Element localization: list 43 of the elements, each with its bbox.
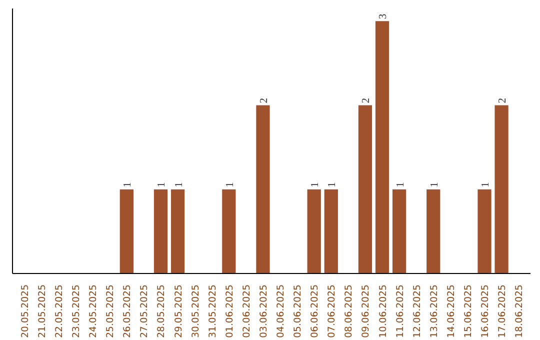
- x-tick-label: 10.06.2025: [378, 284, 389, 338]
- data-label: 1: [156, 182, 168, 188]
- x-tick-label: 30.05.2025: [190, 284, 202, 338]
- x-tick-label: 27.05.2025: [139, 284, 150, 338]
- data-label: 1: [174, 182, 185, 188]
- x-tick-label: 13.06.2025: [428, 284, 440, 338]
- x-tick-label: 26.05.2025: [122, 284, 134, 338]
- x-tick-label: 07.06.2025: [326, 284, 338, 338]
- data-label: 3: [378, 14, 390, 20]
- x-tick-label: 08.06.2025: [344, 284, 355, 338]
- data-label: 1: [395, 182, 406, 188]
- x-tick-label: 28.05.2025: [156, 284, 168, 338]
- data-label: 2: [361, 98, 372, 104]
- data-label: 1: [480, 182, 492, 188]
- x-tick-label: 09.06.2025: [360, 284, 372, 338]
- data-label: 2: [498, 98, 509, 104]
- x-tick-label: 05.06.2025: [292, 284, 304, 338]
- x-tick-label: 04.06.2025: [276, 284, 287, 338]
- x-tick-label: 24.05.2025: [88, 284, 100, 338]
- x-tick-label: 14.06.2025: [446, 284, 457, 338]
- x-tick-label: 17.06.2025: [497, 284, 508, 338]
- x-tick-label: 20.05.2025: [20, 284, 31, 338]
- x-tick-label: 23.05.2025: [71, 284, 82, 338]
- x-tick-label: 12.06.2025: [412, 284, 423, 338]
- x-tick-label: 01.06.2025: [224, 284, 236, 338]
- data-label: 1: [429, 182, 440, 188]
- x-tick-label: 25.05.2025: [105, 284, 116, 338]
- data-label: 2: [258, 98, 270, 104]
- x-tick-label: 02.06.2025: [241, 284, 252, 338]
- x-tick-label: 22.05.2025: [54, 284, 66, 338]
- x-tick-label: 18.06.2025: [514, 284, 526, 338]
- x-tick-label: 11.06.2025: [394, 284, 406, 338]
- data-label: 1: [327, 182, 338, 188]
- data-label: 1: [122, 182, 134, 188]
- x-tick-label: 29.05.2025: [173, 284, 184, 338]
- x-tick-label: 31.05.2025: [207, 284, 218, 338]
- x-tick-label: 03.06.2025: [258, 284, 270, 338]
- data-label: 1: [310, 182, 322, 188]
- x-tick-label: 06.06.2025: [310, 284, 321, 338]
- data-label: 1: [224, 182, 236, 188]
- x-tick-label: 21.05.2025: [36, 284, 48, 338]
- x-tick-label: 15.06.2025: [462, 284, 474, 338]
- x-tick-label: 16.06.2025: [480, 284, 491, 338]
